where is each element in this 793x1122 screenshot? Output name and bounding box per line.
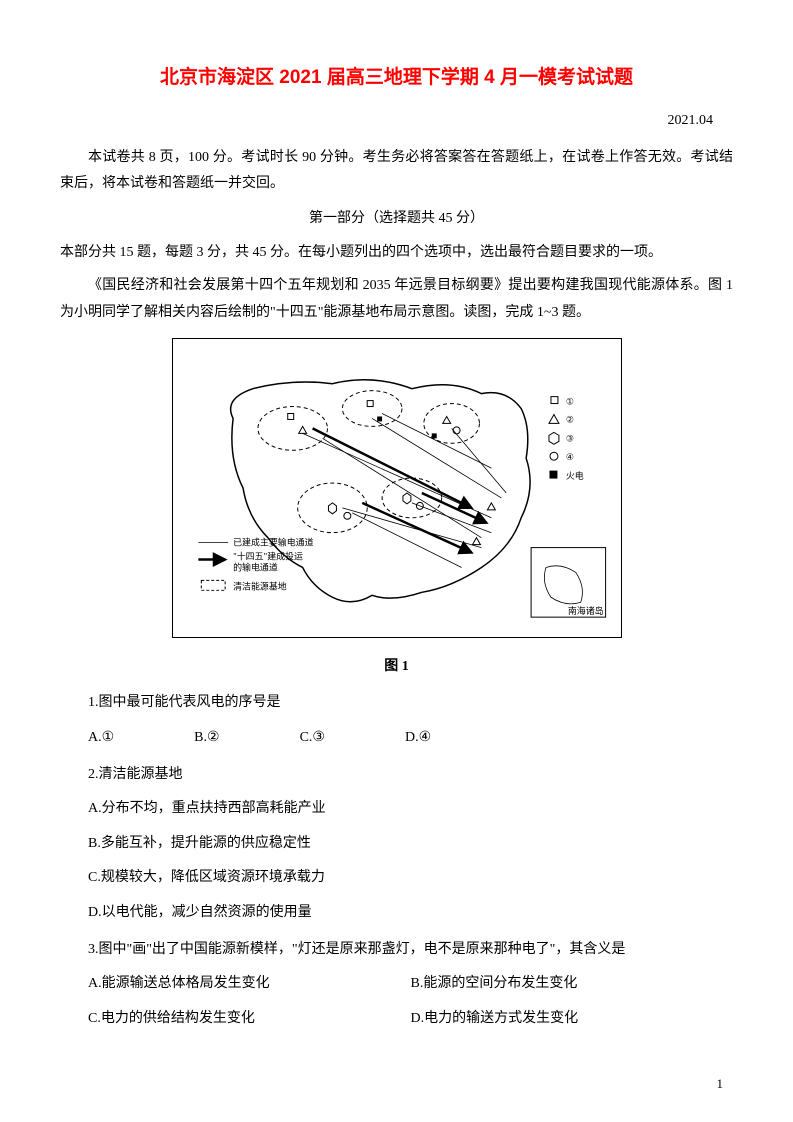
q1-opt-c: C.③	[300, 725, 325, 752]
q2-opt-c: C.规模较大，降低区域资源环境承载力	[60, 865, 733, 892]
q3-stem: 3.图中"画"出了中国能源新模样，"灯还是原来那盏灯，电不是原来那种电了"，其含…	[60, 937, 733, 964]
q2-opt-b: B.多能互补，提升能源的供应稳定性	[60, 831, 733, 858]
q2-opt-d: D.以电代能，减少自然资源的使用量	[60, 900, 733, 927]
exam-title: 北京市海淀区 2021 届高三地理下学期 4 月一模考试试题	[60, 60, 733, 96]
q1-stem: 1.图中最可能代表风电的序号是	[60, 690, 733, 717]
q3-opt-c: C.电力的供给结构发生变化	[88, 1006, 411, 1033]
figure-caption: 图 1	[60, 654, 733, 681]
q1-options: A.① B.② C.③ D.④	[60, 725, 733, 752]
svg-text:①: ①	[565, 397, 573, 407]
q2-stem: 2.清洁能源基地	[60, 762, 733, 789]
q1-opt-d: D.④	[405, 725, 431, 752]
map-figure: 南海诸岛 已建成主要输电通道 "十四五"建成投运 的输电通道 清洁能源基地 ① …	[172, 338, 622, 638]
context-paragraph: 《国民经济和社会发展第十四个五年规划和 2035 年远景目标纲要》提出要构建我国…	[60, 273, 733, 326]
q3-opt-b: B.能源的空间分布发生变化	[411, 971, 734, 998]
svg-text:南海诸岛: 南海诸岛	[567, 605, 603, 616]
svg-text:的输电通道: 的输电通道	[233, 562, 278, 573]
exam-date: 2021.04	[60, 108, 733, 135]
svg-text:③: ③	[565, 434, 573, 444]
svg-text:火电: 火电	[565, 470, 583, 481]
q3-opt-d: D.电力的输送方式发生变化	[411, 1006, 734, 1033]
q2-opt-a: A.分布不均，重点扶持西部高耗能产业	[60, 796, 733, 823]
q1-opt-b: B.②	[194, 725, 219, 752]
section-header: 第一部分（选择题共 45 分）	[60, 206, 733, 233]
page-number: 1	[717, 1072, 724, 1097]
svg-text:清洁能源基地: 清洁能源基地	[233, 581, 287, 592]
figure-container: 南海诸岛 已建成主要输电通道 "十四五"建成投运 的输电通道 清洁能源基地 ① …	[60, 338, 733, 680]
svg-text:④: ④	[565, 452, 573, 462]
q3-row1: A.能源输送总体格局发生变化 B.能源的空间分布发生变化	[60, 971, 733, 998]
svg-text:已建成主要输电通道: 已建成主要输电通道	[233, 537, 314, 548]
section-intro: 本部分共 15 题，每题 3 分，共 45 分。在每小题列出的四个选项中，选出最…	[60, 240, 733, 267]
intro-paragraph: 本试卷共 8 页，100 分。考试时长 90 分钟。考生务必将答案答在答题纸上，…	[60, 145, 733, 198]
q1-opt-a: A.①	[88, 725, 114, 752]
q3-row2: C.电力的供给结构发生变化 D.电力的输送方式发生变化	[60, 1006, 733, 1033]
q3-opt-a: A.能源输送总体格局发生变化	[88, 971, 411, 998]
svg-text:②: ②	[565, 415, 573, 425]
china-map-svg: 南海诸岛 已建成主要输电通道 "十四五"建成投运 的输电通道 清洁能源基地 ① …	[173, 339, 621, 637]
svg-text:"十四五"建成投运: "十四五"建成投运	[233, 551, 303, 562]
